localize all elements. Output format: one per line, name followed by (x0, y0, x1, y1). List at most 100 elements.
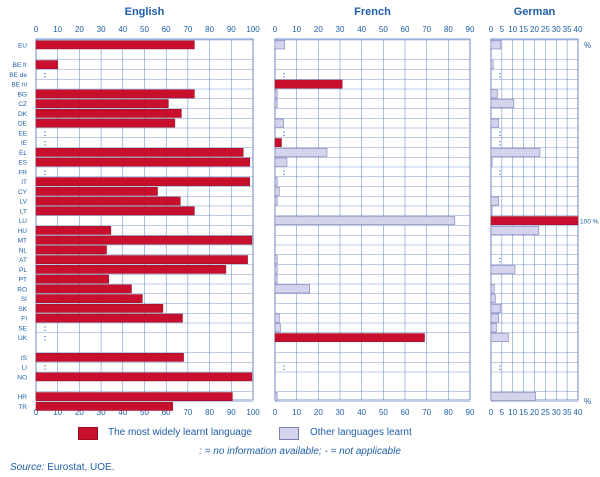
english-bar-main-hu (35, 226, 112, 235)
french-bar-other-eu (274, 40, 286, 50)
french-bar-other-lu (274, 216, 456, 226)
category-label-li: LI (22, 365, 28, 372)
english-bar-main-el (35, 148, 244, 157)
french-tick-top-50: 50 (379, 25, 388, 34)
german-tick-top-30: 30 (552, 25, 561, 34)
category-label-sk: SK (18, 306, 27, 313)
german-tick-top-25: 25 (541, 25, 550, 34)
french-bar-main-ie (274, 138, 282, 147)
english-bar-main-tr (35, 402, 173, 411)
french-bar-other-lv (274, 196, 278, 206)
german-na-at: : (499, 256, 502, 265)
french-bar-other-pl (274, 264, 278, 274)
german-bar-other-sk (490, 303, 502, 313)
english-tick-bottom-50: 50 (140, 408, 149, 417)
french-bar-main-be-nl (274, 79, 343, 89)
french-tick-bottom-20: 20 (314, 408, 323, 417)
english-tick-top-80: 80 (205, 25, 214, 34)
english-bar-main-it (35, 177, 250, 186)
german-tick-bottom-40: 40 (574, 408, 583, 417)
german-bar-other-es (490, 157, 493, 167)
german-bar-other-eu (490, 40, 502, 50)
english-tick-top-30: 30 (97, 25, 106, 34)
english-bar-main-be-fr (35, 60, 58, 69)
german-bar-other-be-fr (490, 60, 494, 70)
category-label-el: EL (19, 150, 27, 157)
german-tick-top-0: 0 (489, 25, 494, 34)
legend: The most widely learnt language Other la… (78, 426, 538, 442)
english-tick-bottom-20: 20 (75, 408, 84, 417)
german-tick-bottom-30: 30 (552, 408, 561, 417)
category-label-fi: FI (21, 316, 27, 323)
category-label-lu: LU (19, 218, 28, 225)
english-bar-main-fi (35, 313, 183, 323)
legend-swatch-other (279, 427, 299, 440)
french-tick-bottom-30: 30 (336, 408, 345, 417)
category-label-hr: HR (18, 394, 28, 401)
german-tick-bottom-15: 15 (519, 408, 528, 417)
english-tick-bottom-70: 70 (183, 408, 192, 417)
english-na-se: : (44, 324, 47, 333)
french-tick-top-20: 20 (314, 25, 323, 34)
german-tick-top-35: 35 (563, 25, 572, 34)
french-tick-top-40: 40 (357, 25, 366, 34)
german-tick-bottom-10: 10 (508, 408, 517, 417)
english-tick-top-90: 90 (227, 25, 236, 34)
category-label-ro: RO (17, 286, 27, 293)
english-tick-bottom-30: 30 (97, 408, 106, 417)
legend-label-other: Other languages learnt (310, 427, 412, 438)
category-label-hu: HU (18, 228, 28, 235)
french-na-be-de: : (283, 70, 286, 79)
french-bar-other-se (274, 323, 281, 333)
english-bar-main-at (35, 255, 248, 264)
legend-swatch-most-learnt (78, 427, 98, 440)
french-tick-bottom-60: 60 (401, 408, 410, 417)
english-tick-top-60: 60 (162, 25, 171, 34)
french-na-ee: : (283, 129, 286, 138)
english-tick-top-20: 20 (75, 25, 84, 34)
french-tick-top-60: 60 (401, 25, 410, 34)
german-tick-top-15: 15 (519, 25, 528, 34)
category-label-lt: LT (20, 208, 27, 215)
english-tick-top-40: 40 (118, 25, 127, 34)
german-bar-other-hr (490, 392, 536, 402)
english-tick-top-10: 10 (53, 25, 62, 34)
english-tick-top-50: 50 (140, 25, 149, 34)
german-tick-top-5: 5 (500, 25, 505, 34)
english-na-li: : (44, 363, 47, 372)
french-na-li: : (283, 363, 286, 372)
category-label-be-fr: BE fr (13, 62, 28, 69)
english-na-ee: : (44, 129, 47, 138)
source-line: Source: Eurostat, UOE. (10, 462, 115, 473)
category-label-is: IS (21, 355, 28, 362)
english-tick-top-100: 100 (246, 25, 260, 34)
category-label-nl: NL (19, 247, 28, 254)
english-bar-main-pl (35, 265, 227, 274)
french-tick-bottom-40: 40 (357, 408, 366, 417)
german-bar-other-de (490, 118, 499, 128)
english-tick-bottom-80: 80 (205, 408, 214, 417)
german-annotation-lu: 100 % (580, 219, 599, 226)
german-bar-other-si (490, 294, 496, 304)
category-label-be-nl: BE nl (11, 82, 27, 89)
french-bar-other-es (274, 157, 288, 167)
category-label-es: ES (18, 160, 27, 167)
english-na-be-de: : (44, 70, 47, 79)
category-label-pl: PL (19, 267, 27, 274)
category-label-lv: LV (20, 199, 28, 206)
german-bar-other-cz (490, 99, 515, 109)
german-bar-other-lv (490, 196, 499, 206)
english-na-ie: : (44, 139, 47, 148)
german-panel-title: German (514, 6, 556, 18)
unit-label-top: % (584, 41, 591, 50)
english-tick-bottom-40: 40 (118, 408, 127, 417)
source-text: Eurostat, UOE. (44, 462, 115, 473)
german-bar-other-ro (490, 284, 495, 294)
category-label-si: SI (21, 296, 27, 303)
english-bar-main-lt (35, 206, 195, 216)
french-tick-top-0: 0 (273, 25, 278, 34)
german-bar-main-lu (490, 216, 579, 225)
english-tick-top-0: 0 (34, 25, 39, 34)
english-na-uk: : (44, 334, 47, 343)
german-bar-other-hu (490, 225, 540, 235)
